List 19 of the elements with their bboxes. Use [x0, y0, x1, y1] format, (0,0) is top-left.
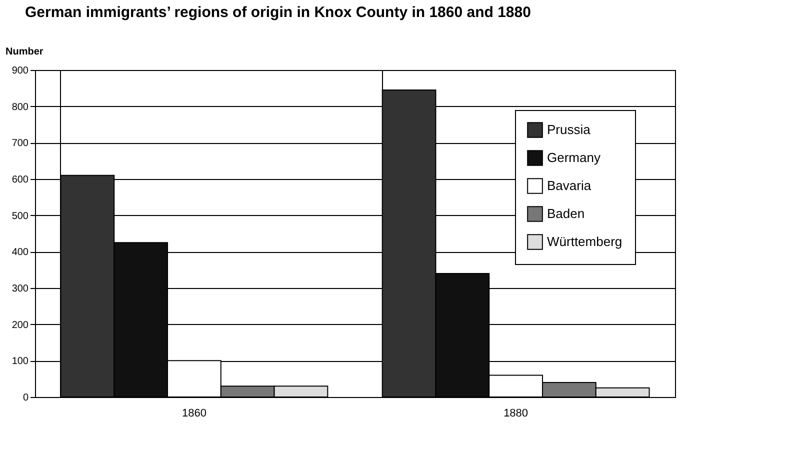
x-tick-label: 1880	[504, 408, 528, 420]
y-tick-label: 200	[12, 320, 29, 331]
y-tick-label: 100	[12, 356, 29, 368]
y-tick-label: 900	[12, 66, 29, 76]
legend-label: Germany	[547, 150, 601, 165]
y-axis-title: Number	[6, 46, 44, 58]
y-tick-label: 400	[12, 247, 29, 258]
x-tick-label: 1860	[182, 408, 206, 420]
legend-label: Württemberg	[547, 234, 622, 249]
y-tick-label: 700	[12, 138, 29, 150]
y-tick-label: 500	[12, 210, 29, 222]
y-tick-label: 600	[12, 174, 29, 186]
legend-label: Prussia	[547, 122, 592, 137]
chart-title: German immigrants’ regions of origin in Knox County in 1860 and 1880	[25, 4, 531, 21]
legend-label: Bavaria	[547, 178, 592, 193]
y-tick-label: 800	[12, 102, 29, 113]
y-tick-label: 0	[22, 392, 29, 404]
legend-label: Baden	[547, 206, 585, 221]
y-tick-label: 300	[12, 284, 29, 294]
